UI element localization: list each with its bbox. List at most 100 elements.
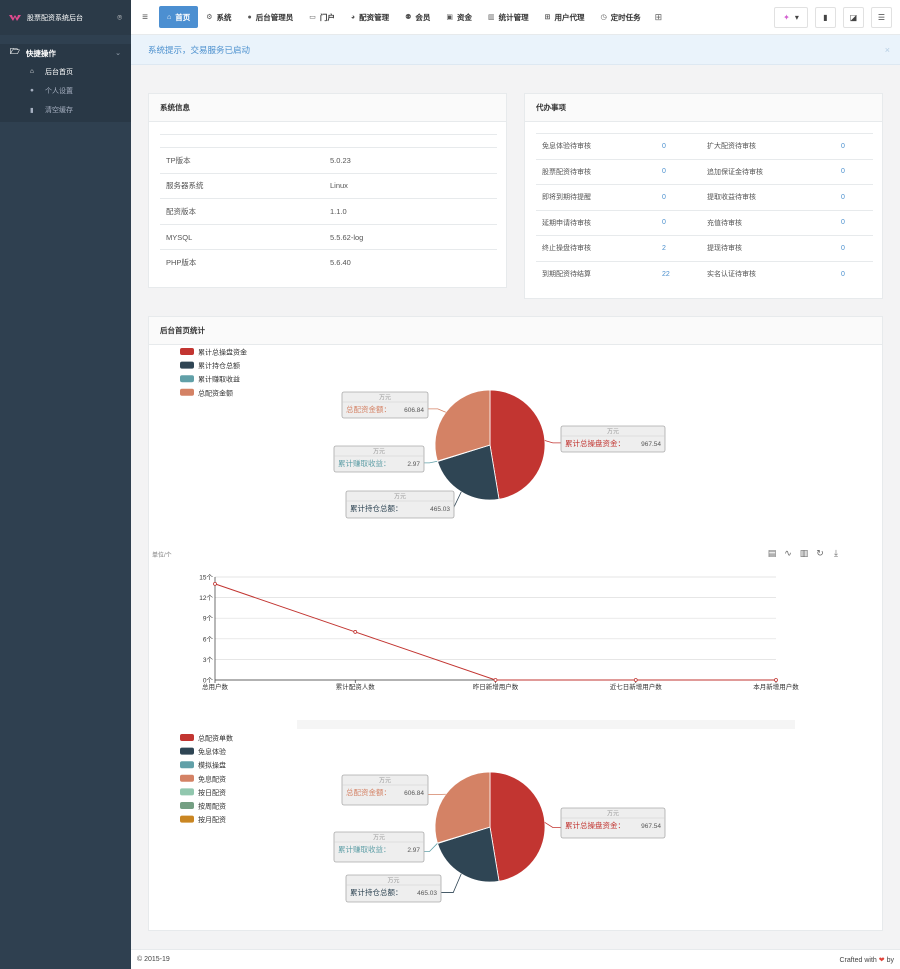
settings-button[interactable]: ☰ bbox=[871, 7, 892, 28]
todo-count[interactable]: 0 bbox=[841, 244, 845, 252]
todo-label: 充值待审核 bbox=[707, 219, 742, 227]
drop-icon[interactable]: ⌾ bbox=[117, 12, 122, 22]
todo-label: 扩大配资待审核 bbox=[707, 143, 756, 151]
legend-swatch bbox=[180, 388, 194, 396]
info-label: 配资版本 bbox=[166, 206, 196, 216]
todo-count[interactable]: 0 bbox=[662, 168, 666, 176]
tab-cron[interactable]: ◷ 定时任务 bbox=[593, 6, 649, 28]
todo-label: 即将到期待提醒 bbox=[542, 194, 591, 202]
todo-panel: 代办事项 免息体验待审核 0 扩大配资待审核 0 股票配资待审核 0 追加保证金待审核 0 … bbox=[524, 93, 883, 299]
x-tick-label: 本月新增用户数 bbox=[753, 682, 799, 691]
pie-label-name: 累计总操盘资金： bbox=[565, 820, 625, 830]
alert-text: 系统提示，交易服务已启动 bbox=[148, 44, 251, 55]
pie-label-unit: 万元 bbox=[607, 811, 619, 818]
edit-icon: ◪ bbox=[849, 13, 858, 22]
pie-label-value: 465.03 bbox=[417, 890, 437, 897]
todo-label: 追加保证金待审核 bbox=[707, 168, 763, 176]
pie-label-line bbox=[428, 408, 446, 413]
clock-icon: ◷ bbox=[600, 14, 607, 21]
todo-count[interactable]: 0 bbox=[662, 142, 666, 150]
tab-home[interactable]: ⌂ 首页 bbox=[159, 6, 199, 28]
todo-label: 提现待审核 bbox=[707, 245, 742, 253]
y-tick-label: 15个 bbox=[199, 574, 213, 582]
top-navbar: ≡ ⌂ 首页 ⚙ 系统 ● 后台管理员 ▭ 门户 ◕ 配资管理 ⚉ 会员 ▣ 资金 ▥ 统计管理… bbox=[131, 0, 900, 35]
tab-allocation[interactable]: ◕ 配资管理 bbox=[343, 6, 397, 28]
todo-count[interactable]: 0 bbox=[841, 219, 845, 227]
tab-portal[interactable]: ▭ 门户 bbox=[301, 6, 343, 28]
pie-label-line bbox=[544, 822, 561, 828]
pie-label-unit: 万元 bbox=[379, 395, 391, 402]
grid-icon[interactable]: ⊞ bbox=[654, 11, 663, 22]
todo-count[interactable]: 0 bbox=[841, 193, 845, 201]
pie-label-box bbox=[341, 774, 429, 806]
theme-dropdown-button[interactable]: ✦ ▾ bbox=[774, 7, 808, 28]
pie-slice bbox=[489, 389, 546, 500]
tab-agents[interactable]: ⊞ 用户代理 bbox=[537, 6, 593, 28]
pie-label-unit: 万元 bbox=[379, 778, 391, 785]
pie-label-line bbox=[424, 460, 438, 464]
panel-title: 代办事项 bbox=[525, 94, 882, 122]
pie-label-unit: 万元 bbox=[373, 449, 385, 456]
todo-count[interactable]: 0 bbox=[841, 168, 845, 176]
tab-members[interactable]: ⚉ 会员 bbox=[397, 6, 438, 28]
table-row: 免息体验待审核 0 扩大配资待审核 0 bbox=[536, 133, 873, 160]
legend-swatch bbox=[180, 774, 194, 782]
pie-label-name: 累计持仓总额： bbox=[350, 887, 403, 897]
brand[interactable]: 股票配资系统后台 ⌾ bbox=[0, 0, 131, 35]
pie-slice bbox=[434, 771, 491, 844]
pie-label-value: 465.03 bbox=[430, 506, 450, 513]
x-tick-label: 累计配资人数 bbox=[336, 682, 376, 691]
sidebar-item-clear-cache[interactable]: ▮ 清空缓存 bbox=[0, 100, 131, 119]
pie-label-value: 967.54 bbox=[641, 441, 661, 448]
trash-icon: ▮ bbox=[823, 13, 828, 22]
pie-label-box bbox=[333, 831, 425, 863]
list-icon: ☰ bbox=[877, 13, 886, 22]
menu-toggle-icon[interactable]: ≡ bbox=[142, 11, 148, 23]
clear-cache-button[interactable]: ▮ bbox=[815, 7, 836, 28]
legend-label: 按月配资 bbox=[198, 815, 226, 824]
tab-label: 首页 bbox=[175, 12, 191, 22]
home-icon: ⌂ bbox=[167, 13, 172, 21]
todo-count[interactable]: 0 bbox=[841, 270, 845, 278]
todo-table: 免息体验待审核 0 扩大配资待审核 0 股票配资待审核 0 追加保证金待审核 0 即将到期待… bbox=[536, 133, 873, 287]
pie-label-name: 累计持仓总额： bbox=[350, 503, 403, 513]
todo-count[interactable]: 0 bbox=[841, 142, 845, 150]
pie-label-box bbox=[560, 425, 666, 453]
todo-count[interactable]: 0 bbox=[662, 219, 666, 227]
info-value: 5.6.40 bbox=[330, 258, 351, 268]
todo-label: 提取收益待审核 bbox=[707, 194, 756, 202]
sidebar: 股票配资系统后台 ⌾ 🗁 快捷操作 ⌄ ⌂ 后台首页 ● 个人设置 ▮ 清空缓存 bbox=[0, 0, 131, 969]
pie-label-unit: 万元 bbox=[394, 494, 406, 501]
sidebar-item-home[interactable]: ⌂ 后台首页 bbox=[0, 62, 131, 81]
y-tick-label: 6个 bbox=[203, 635, 214, 643]
separator-bar bbox=[297, 720, 795, 729]
y-axis-unit: 单位/个 bbox=[152, 551, 172, 559]
gear-icon: ⚙ bbox=[206, 14, 213, 21]
close-icon[interactable]: × bbox=[884, 44, 890, 55]
todo-count[interactable]: 22 bbox=[662, 270, 670, 278]
legend-swatch bbox=[180, 361, 194, 369]
table-row: 股票配资待审核 0 追加保证金待审核 0 bbox=[536, 159, 873, 185]
todo-count[interactable]: 2 bbox=[662, 244, 666, 252]
legend-label: 模拟操盘 bbox=[198, 761, 226, 770]
tab-funds[interactable]: ▣ 资金 bbox=[438, 6, 480, 28]
stats-panel: 后台首页统计 累计总操盘资金 累计持仓总额 累计赚取收益 总配资金额 万元 累计总操盘资金… bbox=[148, 316, 883, 931]
pie-label-box bbox=[560, 807, 666, 839]
legend-swatch bbox=[180, 348, 194, 355]
legend-label: 免息配资 bbox=[198, 774, 226, 783]
todo-count[interactable]: 0 bbox=[662, 193, 666, 201]
sidebar-section-shortcuts[interactable]: 🗁 快捷操作 ⌄ bbox=[0, 44, 131, 62]
folder-icon: 🗁 bbox=[10, 47, 20, 56]
tab-system[interactable]: ⚙ 系统 bbox=[198, 6, 239, 28]
edit-button[interactable]: ◪ bbox=[843, 7, 864, 28]
sidebar-item-profile[interactable]: ● 个人设置 bbox=[0, 81, 131, 100]
pie-label-line bbox=[424, 843, 438, 852]
pie-slice bbox=[489, 771, 546, 882]
line-point bbox=[774, 678, 778, 682]
brand-name: 股票配资系统后台 bbox=[27, 14, 83, 22]
table-row: MYSQL 5.5.62-log bbox=[160, 224, 497, 250]
tab-admins[interactable]: ● 后台管理员 bbox=[240, 6, 302, 28]
info-label: MYSQL bbox=[166, 232, 193, 242]
pie-label-unit: 万元 bbox=[607, 429, 619, 436]
tab-statistics[interactable]: ▥ 统计管理 bbox=[480, 6, 537, 28]
